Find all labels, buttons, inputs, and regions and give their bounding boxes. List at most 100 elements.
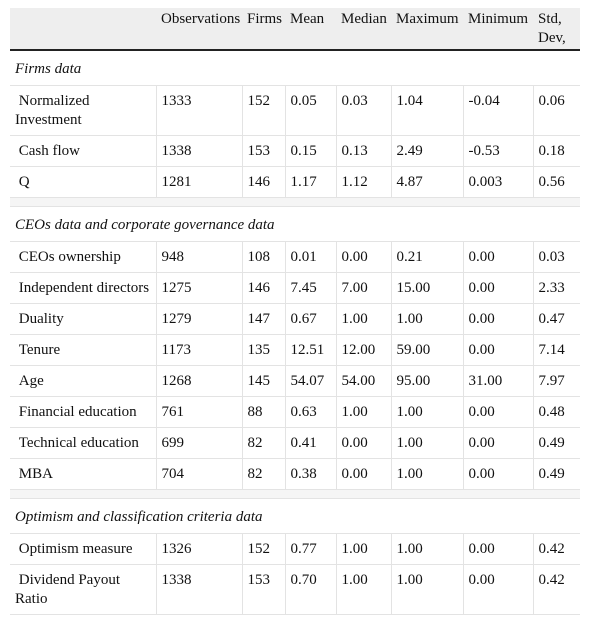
stats-table-container: Observations Firms Mean Median Maximum M… <box>10 8 580 615</box>
table-cell: 135 <box>242 334 286 366</box>
table-cell: 0.42 <box>533 533 580 565</box>
table-cell: -0.53 <box>463 135 534 167</box>
table-cell: 1326 <box>156 533 243 565</box>
row-label: MBA <box>10 458 157 490</box>
table-body: Firms data Normalized Investment 1333 152 0… <box>10 50 580 615</box>
table-cell: 1.00 <box>336 396 392 428</box>
table-cell: 0.00 <box>463 427 534 459</box>
row-label: Independent directors <box>10 272 157 304</box>
table-cell: 0.00 <box>463 458 534 490</box>
row-label: Cash flow <box>10 135 157 167</box>
section-title: Firms data <box>10 50 580 86</box>
table-cell: 153 <box>242 135 286 167</box>
table-cell: 82 <box>242 427 286 459</box>
table-cell: 153 <box>242 564 286 615</box>
table-cell: 0.18 <box>533 135 580 167</box>
section-spacer <box>10 489 580 499</box>
table-cell: 0.00 <box>463 533 534 565</box>
table-cell: 0.06 <box>533 85 580 136</box>
table-cell: 0.03 <box>336 85 392 136</box>
header-cell-std-dev: Std, Dev, <box>533 8 580 51</box>
section-heading-row: CEOs data and corporate governance data <box>10 206 580 242</box>
table-cell: 7.97 <box>533 365 580 397</box>
table-cell: 0.49 <box>533 427 580 459</box>
table-cell: 0.13 <box>336 135 392 167</box>
table-row: Age 1268 145 54.07 54.00 95.00 31.00 7.97 <box>10 365 580 397</box>
table-cell: 147 <box>242 303 286 335</box>
table-cell: 0.47 <box>533 303 580 335</box>
table-cell: 0.03 <box>533 241 580 273</box>
table-cell: 0.48 <box>533 396 580 428</box>
table-cell: 0.00 <box>463 272 534 304</box>
descriptive-statistics-table: Observations Firms Mean Median Maximum M… <box>10 8 580 615</box>
table-cell: 1.00 <box>336 564 392 615</box>
table-cell: 0.05 <box>285 85 337 136</box>
table-cell: 152 <box>242 85 286 136</box>
table-cell: -0.04 <box>463 85 534 136</box>
table-cell: 699 <box>156 427 243 459</box>
table-cell: 7.45 <box>285 272 337 304</box>
row-label: Q <box>10 166 157 198</box>
table-cell: 1338 <box>156 564 243 615</box>
table-cell: 0.00 <box>336 427 392 459</box>
table-row: Optimism measure 1326 152 0.77 1.00 1.00 0.00 0… <box>10 533 580 565</box>
table-cell: 1.00 <box>391 533 464 565</box>
row-label: Dividend Payout Ratio <box>10 564 157 615</box>
table-cell: 88 <box>242 396 286 428</box>
section-heading-row: Firms data <box>10 50 580 86</box>
table-cell: 12.51 <box>285 334 337 366</box>
table-cell: 0.00 <box>463 334 534 366</box>
table-cell: 0.00 <box>463 241 534 273</box>
section-spacer <box>10 197 580 207</box>
table-cell: 146 <box>242 166 286 198</box>
table-cell: 152 <box>242 533 286 565</box>
table-cell: 1.00 <box>391 396 464 428</box>
table-cell: 1173 <box>156 334 243 366</box>
row-label: Duality <box>10 303 157 335</box>
table-cell: 0.77 <box>285 533 337 565</box>
table-cell: 146 <box>242 272 286 304</box>
table-cell: 54.07 <box>285 365 337 397</box>
table-cell: 1338 <box>156 135 243 167</box>
header-cell-firms: Firms <box>242 8 285 51</box>
table-cell: 1.12 <box>336 166 392 198</box>
table-cell: 1.00 <box>391 458 464 490</box>
row-label: Age <box>10 365 157 397</box>
row-label: CEOs ownership <box>10 241 157 273</box>
table-cell: 1.17 <box>285 166 337 198</box>
table-cell: 0.63 <box>285 396 337 428</box>
header-cell-observations: Observations <box>156 8 242 51</box>
table-row: Cash flow 1338 153 0.15 0.13 2.49 -0.53 0.18 <box>10 135 580 167</box>
table-cell: 1.00 <box>391 564 464 615</box>
table-cell: 7.14 <box>533 334 580 366</box>
table-cell: 761 <box>156 396 243 428</box>
table-cell: 0.56 <box>533 166 580 198</box>
row-label: Optimism measure <box>10 533 157 565</box>
table-cell: 1.04 <box>391 85 464 136</box>
table-cell: 0.00 <box>463 396 534 428</box>
table-row: Financial education 761 88 0.63 1.00 1.00 0.00… <box>10 396 580 428</box>
row-label: Technical education <box>10 427 157 459</box>
table-cell: 0.00 <box>336 241 392 273</box>
table-row: Dividend Payout Ratio 1338 153 0.70 1.00 1.00… <box>10 564 580 615</box>
table-row: Technical education 699 82 0.41 0.00 1.00 0.00… <box>10 427 580 459</box>
table-cell: 1.00 <box>336 533 392 565</box>
section-title: Optimism and classification criteria dat… <box>10 498 580 534</box>
table-cell: 1275 <box>156 272 243 304</box>
table-cell: 31.00 <box>463 365 534 397</box>
header-cell-minimum: Minimum <box>463 8 533 51</box>
table-cell: 1281 <box>156 166 243 198</box>
table-row: MBA 704 82 0.38 0.00 1.00 0.00 0.49 <box>10 458 580 490</box>
table-cell: 108 <box>242 241 286 273</box>
table-cell: 54.00 <box>336 365 392 397</box>
table-cell: 1.00 <box>336 303 392 335</box>
header-cell-mean: Mean <box>285 8 336 51</box>
row-label: Tenure <box>10 334 157 366</box>
table-cell: 1279 <box>156 303 243 335</box>
table-cell: 0.49 <box>533 458 580 490</box>
table-cell: 7.00 <box>336 272 392 304</box>
table-header: Observations Firms Mean Median Maximum M… <box>10 8 580 51</box>
header-row: Observations Firms Mean Median Maximum M… <box>10 8 580 51</box>
header-cell-0 <box>10 8 156 51</box>
table-cell: 0.01 <box>285 241 337 273</box>
